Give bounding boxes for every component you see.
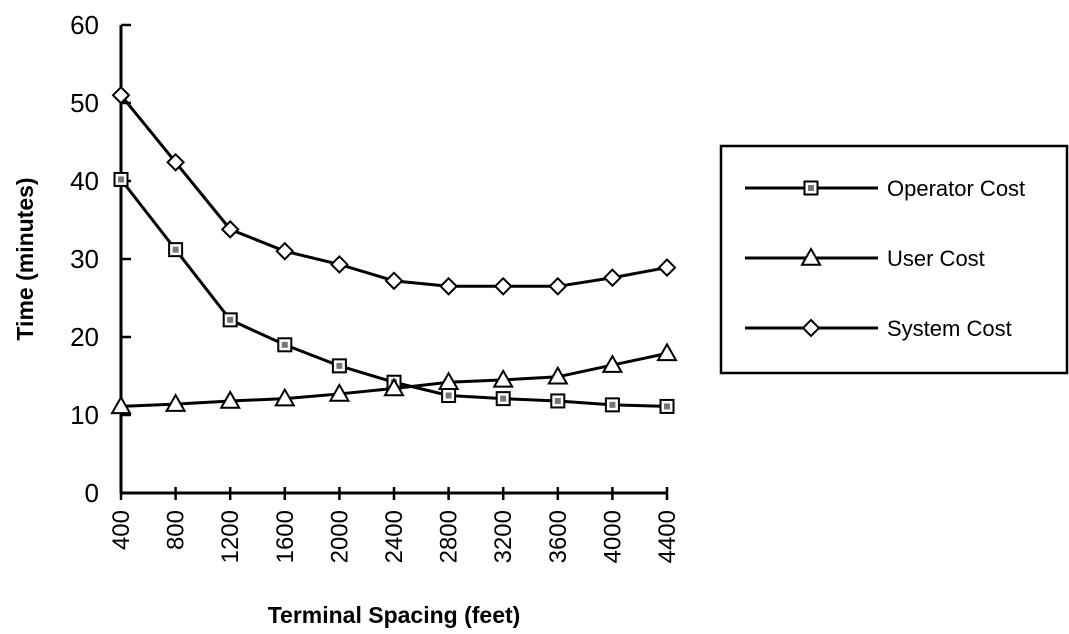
x-tick-label: 4000 xyxy=(599,510,626,563)
data-point-operator-cost xyxy=(550,393,566,409)
data-point-operator-cost xyxy=(495,391,511,407)
axes xyxy=(119,25,667,495)
data-point-operator-cost xyxy=(441,388,457,403)
series-system-cost xyxy=(111,85,677,296)
y-tick-label: 10 xyxy=(70,400,99,430)
y-tick-label: 30 xyxy=(70,244,99,274)
y-tick-label: 0 xyxy=(85,478,99,508)
series-user-cost xyxy=(110,342,678,415)
data-point-user-cost xyxy=(164,393,187,412)
data-point-user-cost xyxy=(601,354,624,373)
series-line-system-cost xyxy=(119,94,668,288)
data-point-operator-cost xyxy=(277,337,293,353)
data-point-system-cost xyxy=(220,219,240,239)
x-axis-title: Terminal Spacing (feet) xyxy=(268,602,521,628)
legend-marker-operator-cost xyxy=(803,180,819,196)
data-point-system-cost xyxy=(329,255,349,274)
legend-marker-user-cost xyxy=(800,246,822,266)
data-point-user-cost xyxy=(656,342,678,362)
x-tick-label: 3600 xyxy=(545,510,572,563)
data-point-operator-cost xyxy=(659,398,675,414)
data-point-operator-cost xyxy=(222,312,238,328)
x-ticks: 400 800 1200 1600 2000 2400 2800 3200 3600 4000 44… xyxy=(108,487,681,563)
legend-item-operator-cost: Operator Cost xyxy=(745,176,1025,201)
data-point-system-cost xyxy=(602,268,622,288)
x-tick-label: 2400 xyxy=(381,510,408,563)
series-operator-cost xyxy=(113,171,675,414)
legend-item-system-cost: System Cost xyxy=(745,316,1012,341)
data-point-user-cost xyxy=(219,389,241,409)
data-point-system-cost xyxy=(111,85,131,105)
legend-label: System Cost xyxy=(887,316,1012,341)
series-group xyxy=(110,85,678,415)
data-point-system-cost xyxy=(493,276,513,296)
data-point-operator-cost xyxy=(168,242,184,258)
x-tick-label: 3200 xyxy=(490,510,517,563)
legend-item-user-cost: User Cost xyxy=(745,246,985,271)
x-tick-label: 1600 xyxy=(272,510,299,563)
x-tick-label: 2000 xyxy=(326,510,353,563)
x-tick-label: 800 xyxy=(163,510,190,550)
data-point-system-cost xyxy=(384,271,404,291)
x-tick-label: 1200 xyxy=(217,510,244,563)
data-point-user-cost xyxy=(110,395,132,415)
data-point-user-cost xyxy=(328,382,351,402)
data-point-user-cost xyxy=(437,371,460,390)
legend: Operator Cost User Cost System Cost xyxy=(719,144,1069,375)
data-point-system-cost xyxy=(166,152,186,172)
x-tick-label: 4400 xyxy=(654,510,681,563)
legend-marker-system-cost xyxy=(801,318,821,338)
y-ticks: 0 10 20 30 40 50 60 xyxy=(70,10,131,508)
data-point-operator-cost xyxy=(331,358,347,374)
y-tick-label: 40 xyxy=(70,166,99,196)
x-tick-label: 400 xyxy=(108,510,135,550)
data-point-system-cost xyxy=(548,276,568,296)
y-tick-label: 60 xyxy=(70,10,99,40)
data-point-operator-cost xyxy=(604,397,620,413)
data-point-operator-cost xyxy=(113,171,129,187)
legend-label: Operator Cost xyxy=(887,176,1025,201)
y-axis-title: Time (minutes) xyxy=(12,177,38,340)
data-point-user-cost xyxy=(492,368,514,388)
y-tick-label: 20 xyxy=(70,322,99,352)
data-point-user-cost xyxy=(383,377,405,397)
y-tick-label: 50 xyxy=(70,88,99,118)
data-point-user-cost xyxy=(274,387,296,407)
x-tick-label: 2800 xyxy=(436,510,463,563)
data-point-system-cost xyxy=(657,258,677,277)
data-point-user-cost xyxy=(547,365,569,385)
data-point-system-cost xyxy=(439,276,459,296)
legend-label: User Cost xyxy=(887,246,985,271)
data-point-system-cost xyxy=(275,241,295,261)
